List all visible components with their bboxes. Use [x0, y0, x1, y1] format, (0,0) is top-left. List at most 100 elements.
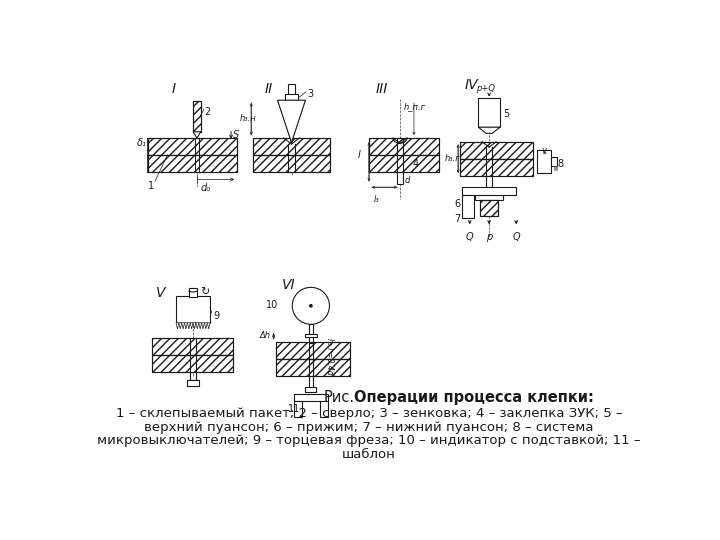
- Text: d₀: d₀: [200, 183, 210, 193]
- Polygon shape: [193, 323, 196, 329]
- Bar: [152, 355, 233, 372]
- Bar: [284, 94, 299, 100]
- Text: 1 – склепываемый пакет; 2 – сверло; 3 – зенковка; 4 – заклепка ЗУК; 5 –: 1 – склепываемый пакет; 2 – сверло; 3 – …: [116, 407, 622, 420]
- Text: V: V: [156, 286, 166, 300]
- Bar: [480, 200, 498, 215]
- Bar: [152, 355, 233, 372]
- Text: 9: 9: [213, 311, 220, 321]
- Bar: [305, 334, 317, 338]
- Text: h_п.г: h_п.г: [404, 102, 426, 111]
- Bar: [189, 288, 197, 298]
- Text: 2: 2: [204, 107, 211, 117]
- Circle shape: [292, 287, 330, 325]
- Polygon shape: [199, 323, 202, 329]
- Text: 3: 3: [307, 90, 313, 99]
- Bar: [193, 101, 201, 132]
- Text: 8: 8: [557, 159, 564, 168]
- Bar: [309, 325, 313, 343]
- Bar: [462, 195, 474, 218]
- Text: 4: 4: [413, 159, 418, 168]
- Text: Рис.: Рис.: [324, 390, 355, 405]
- Polygon shape: [181, 323, 184, 329]
- Bar: [276, 342, 350, 359]
- Text: ↻: ↻: [200, 287, 210, 298]
- Text: II: II: [264, 82, 273, 96]
- Text: δ₁: δ₁: [137, 138, 146, 148]
- Text: Q: Q: [466, 232, 474, 242]
- Text: шаблон: шаблон: [342, 448, 396, 461]
- Polygon shape: [478, 127, 500, 133]
- Bar: [551, 157, 557, 166]
- Polygon shape: [202, 323, 204, 329]
- Polygon shape: [277, 100, 305, 143]
- Circle shape: [310, 305, 312, 307]
- Bar: [459, 159, 534, 176]
- Text: p+Q: p+Q: [477, 84, 495, 93]
- Bar: [148, 155, 238, 172]
- Bar: [397, 138, 403, 184]
- Text: d: d: [405, 176, 410, 185]
- Polygon shape: [190, 323, 193, 329]
- Text: I: I: [171, 82, 176, 96]
- Polygon shape: [176, 323, 179, 329]
- Bar: [475, 191, 503, 200]
- Text: микровыключателей; 9 – торцевая фреза; 10 – индикатор с подставкой; 11 –: микровыключателей; 9 – торцевая фреза; 1…: [97, 434, 641, 448]
- Text: Δh: Δh: [260, 332, 271, 340]
- Text: 6: 6: [454, 199, 460, 209]
- Bar: [253, 138, 330, 155]
- Bar: [369, 138, 438, 155]
- Bar: [187, 380, 199, 386]
- Bar: [369, 155, 438, 172]
- Bar: [276, 359, 350, 376]
- Text: IV: IV: [465, 78, 479, 92]
- Bar: [152, 338, 233, 355]
- Text: p: p: [486, 232, 492, 242]
- Bar: [369, 155, 438, 172]
- Bar: [253, 138, 330, 155]
- Bar: [459, 142, 534, 159]
- Bar: [176, 296, 210, 323]
- Text: h₃.г: h₃.г: [445, 154, 461, 163]
- Bar: [459, 142, 534, 159]
- Bar: [148, 155, 238, 172]
- Text: l₃: l₃: [374, 195, 379, 204]
- Text: h₃.н: h₃.н: [240, 114, 256, 123]
- Polygon shape: [184, 323, 187, 329]
- Text: VI: VI: [282, 278, 295, 292]
- Bar: [480, 200, 498, 215]
- Bar: [369, 138, 438, 155]
- Polygon shape: [204, 323, 207, 329]
- Bar: [276, 359, 350, 376]
- Bar: [148, 138, 238, 155]
- Bar: [276, 342, 350, 359]
- Text: Операции процесса клепки:: Операции процесса клепки:: [354, 390, 593, 405]
- Text: 10: 10: [266, 300, 278, 309]
- Bar: [253, 155, 330, 172]
- Bar: [294, 401, 302, 417]
- Bar: [193, 101, 201, 132]
- Bar: [294, 394, 328, 401]
- Text: h₃.г=0,4d: h₃.г=0,4d: [325, 338, 334, 376]
- Polygon shape: [179, 323, 181, 329]
- Bar: [486, 176, 492, 191]
- Text: v: v: [542, 146, 546, 154]
- Bar: [478, 98, 500, 127]
- Text: III: III: [375, 82, 387, 96]
- Polygon shape: [207, 323, 210, 329]
- Bar: [287, 84, 295, 101]
- Text: 1: 1: [148, 181, 154, 191]
- Bar: [305, 387, 316, 392]
- Bar: [462, 187, 516, 195]
- Text: l: l: [358, 150, 361, 160]
- Bar: [253, 155, 330, 172]
- Text: 5: 5: [503, 109, 509, 119]
- Bar: [148, 138, 238, 155]
- Text: верхний пуансон; 6 – прижим; 7 – нижний пуансон; 8 – система: верхний пуансон; 6 – прижим; 7 – нижний …: [144, 421, 594, 434]
- Text: S: S: [233, 130, 240, 140]
- Polygon shape: [193, 132, 201, 138]
- Polygon shape: [187, 323, 190, 329]
- Polygon shape: [196, 323, 199, 329]
- Bar: [459, 159, 534, 176]
- Bar: [537, 150, 551, 173]
- Text: 11: 11: [287, 403, 300, 414]
